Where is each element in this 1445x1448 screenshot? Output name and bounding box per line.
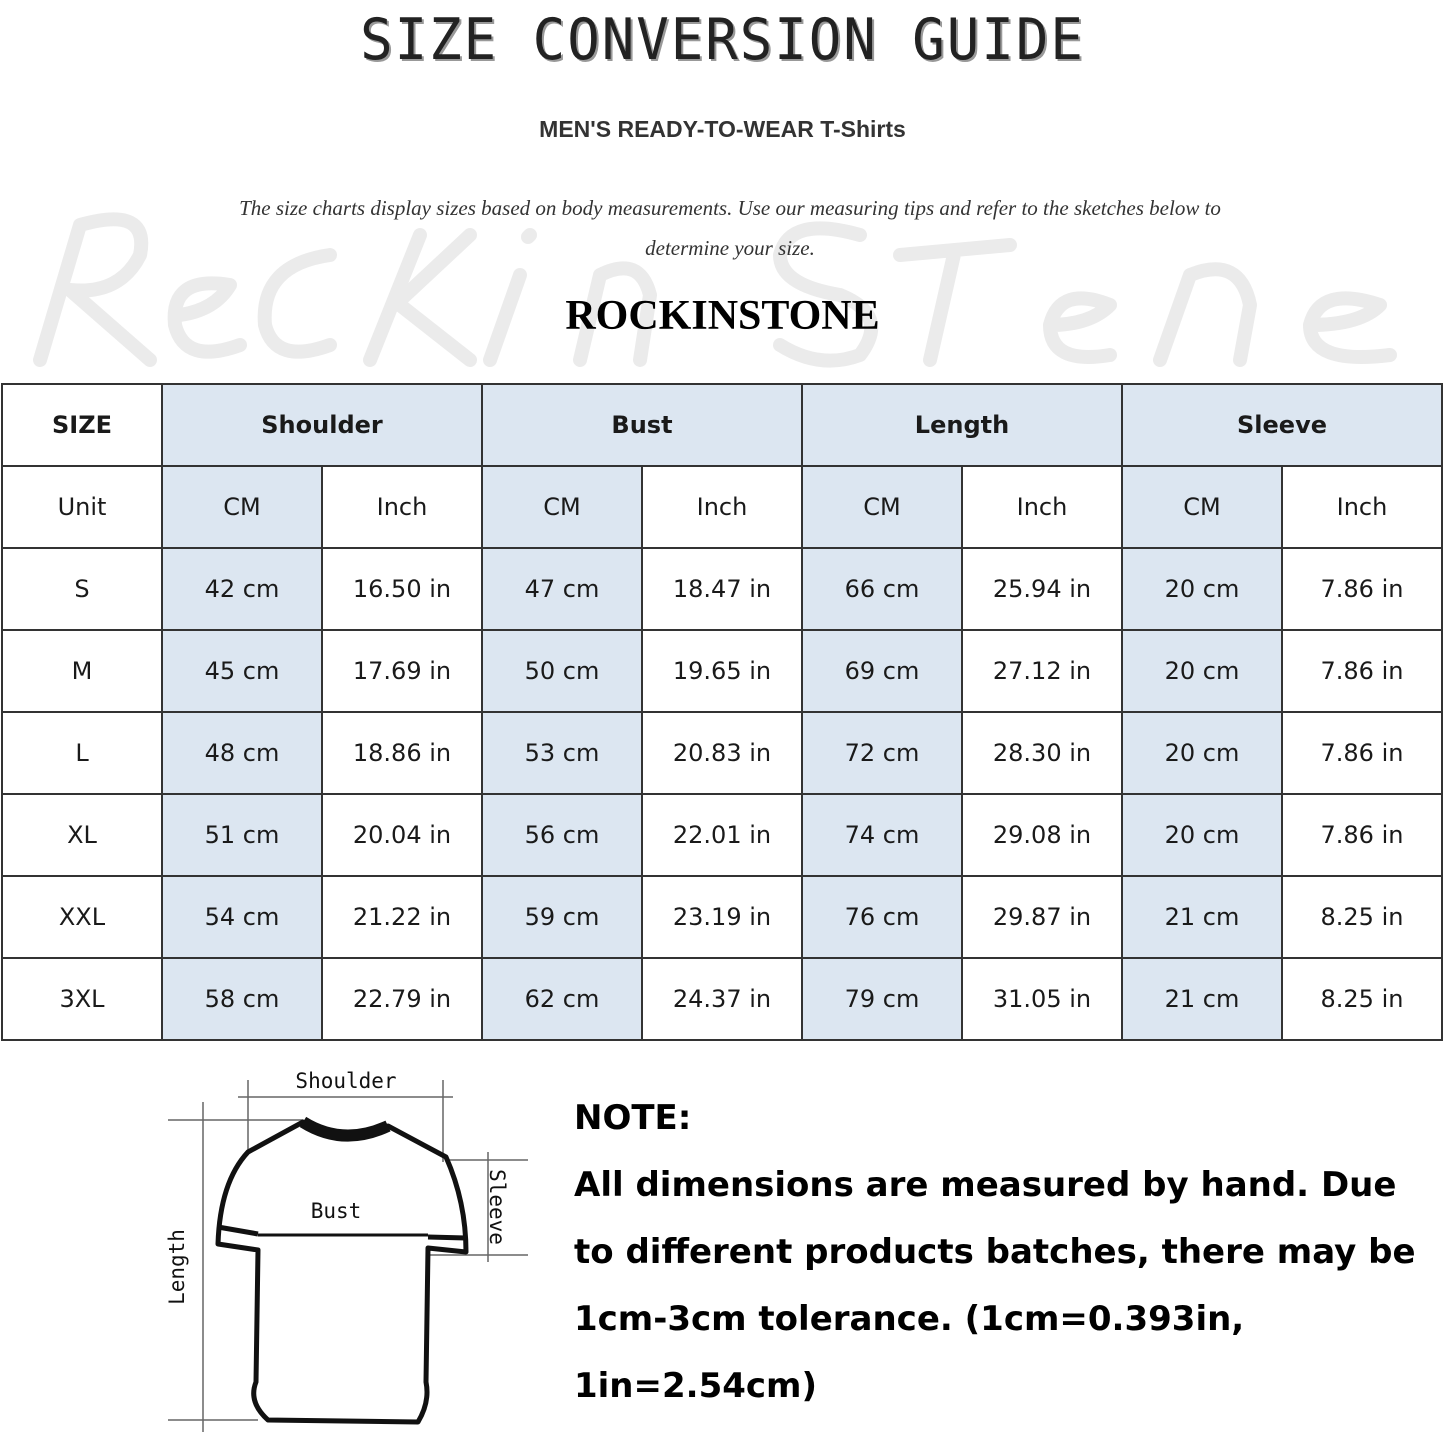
- group-header-bust: Bust: [481, 383, 803, 467]
- value-cell: 66 cm: [801, 547, 963, 631]
- value-cell: 24.37 in: [641, 957, 803, 1041]
- value-cell: 62 cm: [481, 957, 643, 1041]
- unit-header: CM: [1121, 465, 1283, 549]
- size-header: SIZE: [1, 383, 163, 467]
- page-title: SIZE CONVERSION GUIDE: [360, 6, 1085, 73]
- value-cell: 58 cm: [161, 957, 323, 1041]
- table-row: XL 51 cm 20.04 in 56 cm 22.01 in 74 cm 29.08 i…: [1, 793, 1443, 877]
- value-cell: 29.08 in: [961, 793, 1123, 877]
- group-header-sleeve: Sleeve: [1121, 383, 1443, 467]
- value-cell: 7.86 in: [1281, 793, 1443, 877]
- value-cell: 19.65 in: [641, 629, 803, 713]
- value-cell: 20 cm: [1121, 629, 1283, 713]
- brand-name: ROCKINSTONE: [565, 293, 880, 339]
- size-cell: L: [1, 711, 163, 795]
- value-cell: 7.86 in: [1281, 547, 1443, 631]
- description: The size charts display sizes based on b…: [239, 196, 1221, 260]
- value-cell: 25.94 in: [961, 547, 1123, 631]
- value-cell: 21 cm: [1121, 875, 1283, 959]
- value-cell: 29.87 in: [961, 875, 1123, 959]
- value-cell: 20.04 in: [321, 793, 483, 877]
- page-subtitle: MEN'S READY-TO-WEAR T-Shirts: [539, 116, 906, 142]
- value-cell: 76 cm: [801, 875, 963, 959]
- unit-header: Inch: [321, 465, 483, 549]
- watermark-logo: [0, 195, 1445, 370]
- value-cell: 22.79 in: [321, 957, 483, 1041]
- value-cell: 23.19 in: [641, 875, 803, 959]
- size-cell: M: [1, 629, 163, 713]
- value-cell: 50 cm: [481, 629, 643, 713]
- sleeve-label: Sleeve: [485, 1169, 509, 1245]
- unit-header: Inch: [1281, 465, 1443, 549]
- value-cell: 7.86 in: [1281, 629, 1443, 713]
- tshirt-outline: [215, 1116, 469, 1425]
- value-cell: 21.22 in: [321, 875, 483, 959]
- value-cell: 72 cm: [801, 711, 963, 795]
- group-header-length: Length: [801, 383, 1123, 467]
- table-row: S 42 cm 16.50 in 47 cm 18.47 in 66 cm 25.94 in…: [1, 547, 1443, 631]
- value-cell: 79 cm: [801, 957, 963, 1041]
- header-row: SIZE Shoulder Bust Length Sleeve: [1, 383, 1443, 467]
- unit-label: Unit: [1, 465, 163, 549]
- bust-label: Bust: [311, 1199, 362, 1223]
- size-table: SIZE Shoulder Bust Length Sleeve Unit CM Inch CM…: [1, 383, 1443, 1041]
- value-cell: 28.30 in: [961, 711, 1123, 795]
- value-cell: 8.25 in: [1281, 875, 1443, 959]
- length-label: Length: [165, 1229, 189, 1305]
- size-cell: 3XL: [1, 957, 163, 1041]
- table-row: XXL 54 cm 21.22 in 59 cm 23.19 in 76 cm 29.87 …: [1, 875, 1443, 959]
- note: NOTE: All dimensions are measured by han…: [574, 1085, 1434, 1420]
- value-cell: 54 cm: [161, 875, 323, 959]
- value-cell: 48 cm: [161, 711, 323, 795]
- table-row: L 48 cm 18.86 in 53 cm 20.83 in 72 cm 28.30 in…: [1, 711, 1443, 795]
- value-cell: 7.86 in: [1281, 711, 1443, 795]
- size-cell: XL: [1, 793, 163, 877]
- value-cell: 69 cm: [801, 629, 963, 713]
- table-row: 3XL 58 cm 22.79 in 62 cm 24.37 in 79 cm 31.05 …: [1, 957, 1443, 1041]
- value-cell: 47 cm: [481, 547, 643, 631]
- value-cell: 20.83 in: [641, 711, 803, 795]
- unit-header: Inch: [961, 465, 1123, 549]
- value-cell: 20 cm: [1121, 547, 1283, 631]
- value-cell: 20 cm: [1121, 793, 1283, 877]
- value-cell: 21 cm: [1121, 957, 1283, 1041]
- value-cell: 18.47 in: [641, 547, 803, 631]
- value-cell: 31.05 in: [961, 957, 1123, 1041]
- value-cell: 27.12 in: [961, 629, 1123, 713]
- value-cell: 56 cm: [481, 793, 643, 877]
- unit-header: Inch: [641, 465, 803, 549]
- value-cell: 42 cm: [161, 547, 323, 631]
- tshirt-measurement-diagram: Shoulder Bust Sleeve Length: [148, 1052, 548, 1444]
- group-header-shoulder: Shoulder: [161, 383, 483, 467]
- value-cell: 18.86 in: [321, 711, 483, 795]
- unit-row: Unit CM Inch CM Inch CM Inch CM Inch: [1, 465, 1443, 549]
- value-cell: 8.25 in: [1281, 957, 1443, 1041]
- value-cell: 45 cm: [161, 629, 323, 713]
- value-cell: 51 cm: [161, 793, 323, 877]
- shoulder-label: Shoulder: [295, 1069, 396, 1093]
- value-cell: 53 cm: [481, 711, 643, 795]
- note-heading: NOTE:: [574, 1098, 692, 1138]
- value-cell: 17.69 in: [321, 629, 483, 713]
- value-cell: 20 cm: [1121, 711, 1283, 795]
- unit-header: CM: [481, 465, 643, 549]
- note-text: All dimensions are measured by hand. Due…: [574, 1165, 1416, 1406]
- value-cell: 59 cm: [481, 875, 643, 959]
- value-cell: 16.50 in: [321, 547, 483, 631]
- unit-header: CM: [801, 465, 963, 549]
- value-cell: 22.01 in: [641, 793, 803, 877]
- value-cell: 74 cm: [801, 793, 963, 877]
- size-cell: XXL: [1, 875, 163, 959]
- unit-header: CM: [161, 465, 323, 549]
- table-row: M 45 cm 17.69 in 50 cm 19.65 in 69 cm 27.12 in…: [1, 629, 1443, 713]
- size-cell: S: [1, 547, 163, 631]
